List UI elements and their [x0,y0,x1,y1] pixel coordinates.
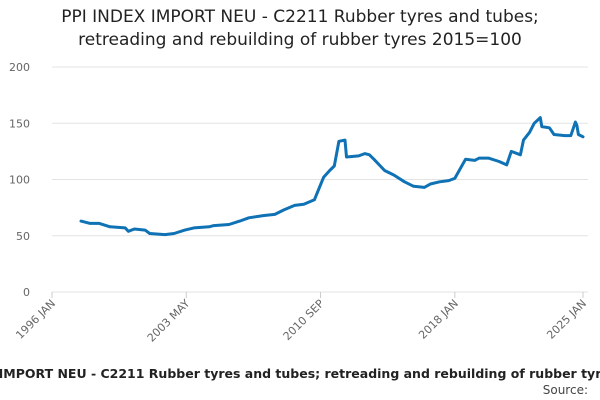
y-tick-label: 50 [16,230,30,243]
footer-title: IMPORT NEU - C2211 Rubber tyres and tube… [0,366,600,381]
y-tick-label: 100 [9,174,30,187]
chart-title: PPI INDEX IMPORT NEU - C2211 Rubber tyre… [61,7,539,27]
source: Source: [543,383,588,397]
chart-title: retreading and rebuilding of rubber tyre… [78,30,522,50]
x-tick-label: 2010 SEP [281,297,327,343]
y-tick-label: 200 [9,61,30,74]
x-tick-label: 2018 JAN [416,297,461,342]
y-tick-label: 150 [9,117,30,130]
x-tick-label: 2025 JAN [544,297,589,342]
data-line [79,116,585,237]
x-tick-label: 1996 JAN [13,297,58,342]
x-tick-label: 2003 MAY [145,297,193,345]
y-tick-label: 0 [23,286,30,299]
